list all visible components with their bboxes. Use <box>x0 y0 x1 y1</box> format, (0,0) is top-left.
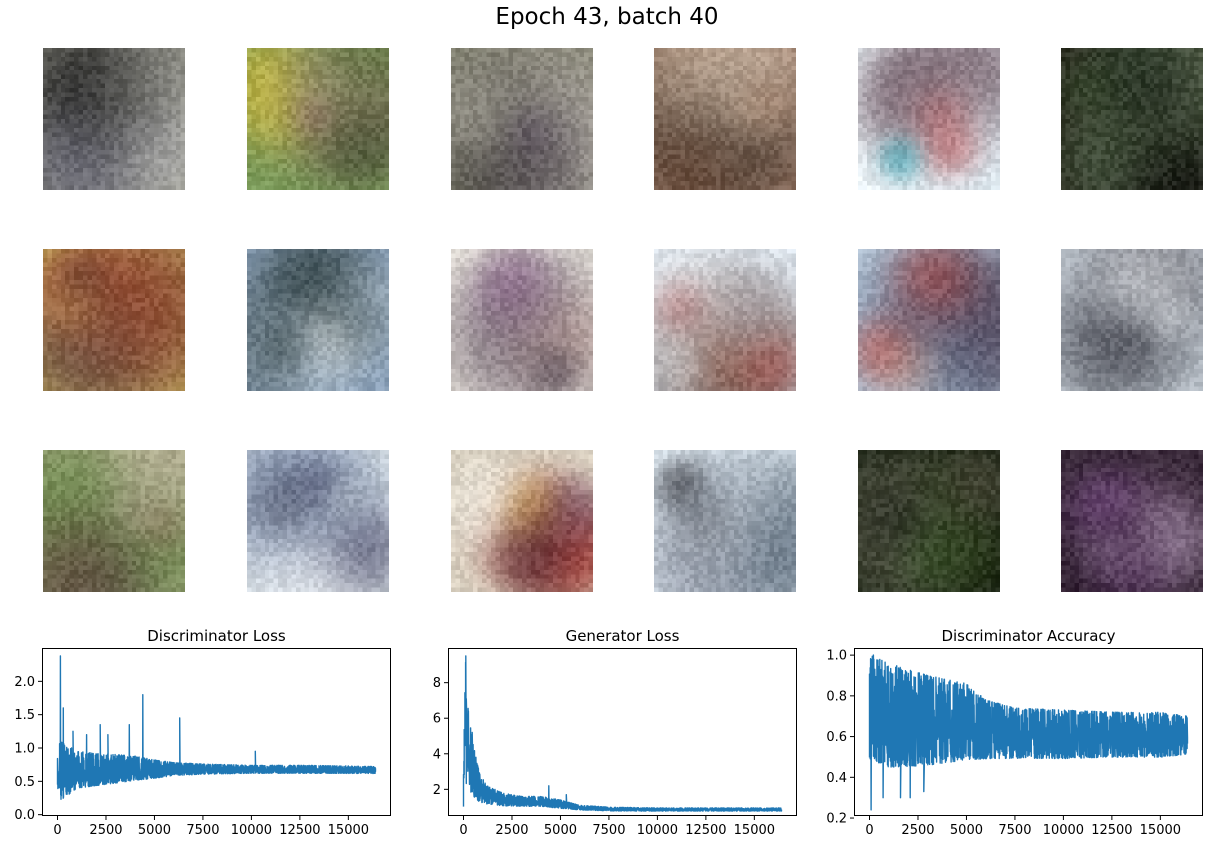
generated-sample-image <box>247 249 389 391</box>
plot-title: Discriminator Loss <box>147 627 286 645</box>
generated-sample-image <box>654 48 796 190</box>
generated-sample-image <box>247 48 389 190</box>
generator-loss-plot: Generator Loss 0 2500 5000 7500 10000 12500 15… <box>433 624 797 850</box>
x-tick-label: 7500 <box>592 823 625 838</box>
y-tick-label: 1.0 <box>14 742 35 757</box>
x-tick-label: 12500 <box>685 823 726 838</box>
generated-sample-image <box>451 249 593 391</box>
figure-title: Epoch 43, batch 40 <box>495 4 719 30</box>
y-tick-label: 0.4 <box>826 771 847 786</box>
generated-sample-image <box>43 450 185 592</box>
x-tick-label: 15000 <box>328 823 369 838</box>
x-tick-label: 2500 <box>89 823 122 838</box>
y-tick-label: 2.0 <box>14 675 35 690</box>
generated-sample-image <box>43 48 185 190</box>
plot-title: Generator Loss <box>565 627 680 645</box>
generated-sample-image <box>247 450 389 592</box>
y-tick-label: 4 <box>433 747 441 762</box>
x-tick-label: 0 <box>53 823 61 838</box>
generated-sample-image <box>654 249 796 391</box>
y-tick-label: 0.5 <box>14 775 35 790</box>
series-line <box>868 654 1189 811</box>
x-tick-label: 10000 <box>637 823 678 838</box>
generated-sample-image <box>1061 450 1203 592</box>
series-line <box>462 655 783 812</box>
generated-sample-image <box>654 450 796 592</box>
generator-loss-chart: 0 2500 5000 7500 10000 12500 15000 2 4 6 8 <box>433 648 797 838</box>
x-tick-label: 0 <box>865 823 873 838</box>
discriminator-loss-plot: Discriminator Loss 0 2500 5000 7500 10000 125… <box>14 624 391 850</box>
generated-sample-image <box>43 249 185 391</box>
y-tick-label: 1.5 <box>14 708 35 723</box>
x-tick-label: 10000 <box>231 823 272 838</box>
series-line <box>56 655 377 800</box>
generated-sample-image <box>451 48 593 190</box>
x-tick-label: 7500 <box>998 823 1031 838</box>
y-tick-label: 0.8 <box>826 689 847 704</box>
discriminator-loss-chart: 0 2500 5000 7500 10000 12500 15000 0.0 0.5 1.0 1.5… <box>14 648 391 838</box>
y-tick-label: 0.2 <box>826 812 847 827</box>
x-tick-label: 5000 <box>138 823 171 838</box>
plot-title: Discriminator Accuracy <box>941 627 1116 645</box>
x-tick-label: 7500 <box>186 823 219 838</box>
x-tick-label: 12500 <box>1091 823 1132 838</box>
plot-frame <box>448 648 797 816</box>
plot-frame <box>854 648 1203 816</box>
y-tick-label: 0.0 <box>14 808 35 823</box>
x-tick-label: 2500 <box>495 823 528 838</box>
x-tick-label: 15000 <box>1140 823 1181 838</box>
generated-sample-image <box>451 450 593 592</box>
plot-frame <box>42 648 391 816</box>
generated-sample-image <box>858 249 1000 391</box>
x-tick-label: 10000 <box>1043 823 1084 838</box>
x-tick-label: 5000 <box>544 823 577 838</box>
x-tick-label: 5000 <box>950 823 983 838</box>
x-tick-label: 2500 <box>901 823 934 838</box>
generated-sample-image <box>858 450 1000 592</box>
y-tick-label: 8 <box>433 676 441 691</box>
x-tick-label: 12500 <box>279 823 320 838</box>
y-tick-label: 6 <box>433 712 441 727</box>
generated-sample-image <box>1061 48 1203 190</box>
x-tick-label: 15000 <box>734 823 775 838</box>
x-tick-label: 0 <box>459 823 467 838</box>
discriminator-accuracy-plot: Discriminator Accuracy 0 2500 5000 7500 1000… <box>826 624 1203 850</box>
y-tick-label: 1.0 <box>826 649 847 664</box>
generated-sample-image <box>1061 249 1203 391</box>
y-tick-label: 2 <box>433 783 441 798</box>
generated-sample-image <box>858 48 1000 190</box>
y-tick-label: 0.6 <box>826 730 847 745</box>
discriminator-accuracy-chart: 0 2500 5000 7500 10000 12500 15000 0.2 0.4 0.6 0.8… <box>826 648 1203 838</box>
